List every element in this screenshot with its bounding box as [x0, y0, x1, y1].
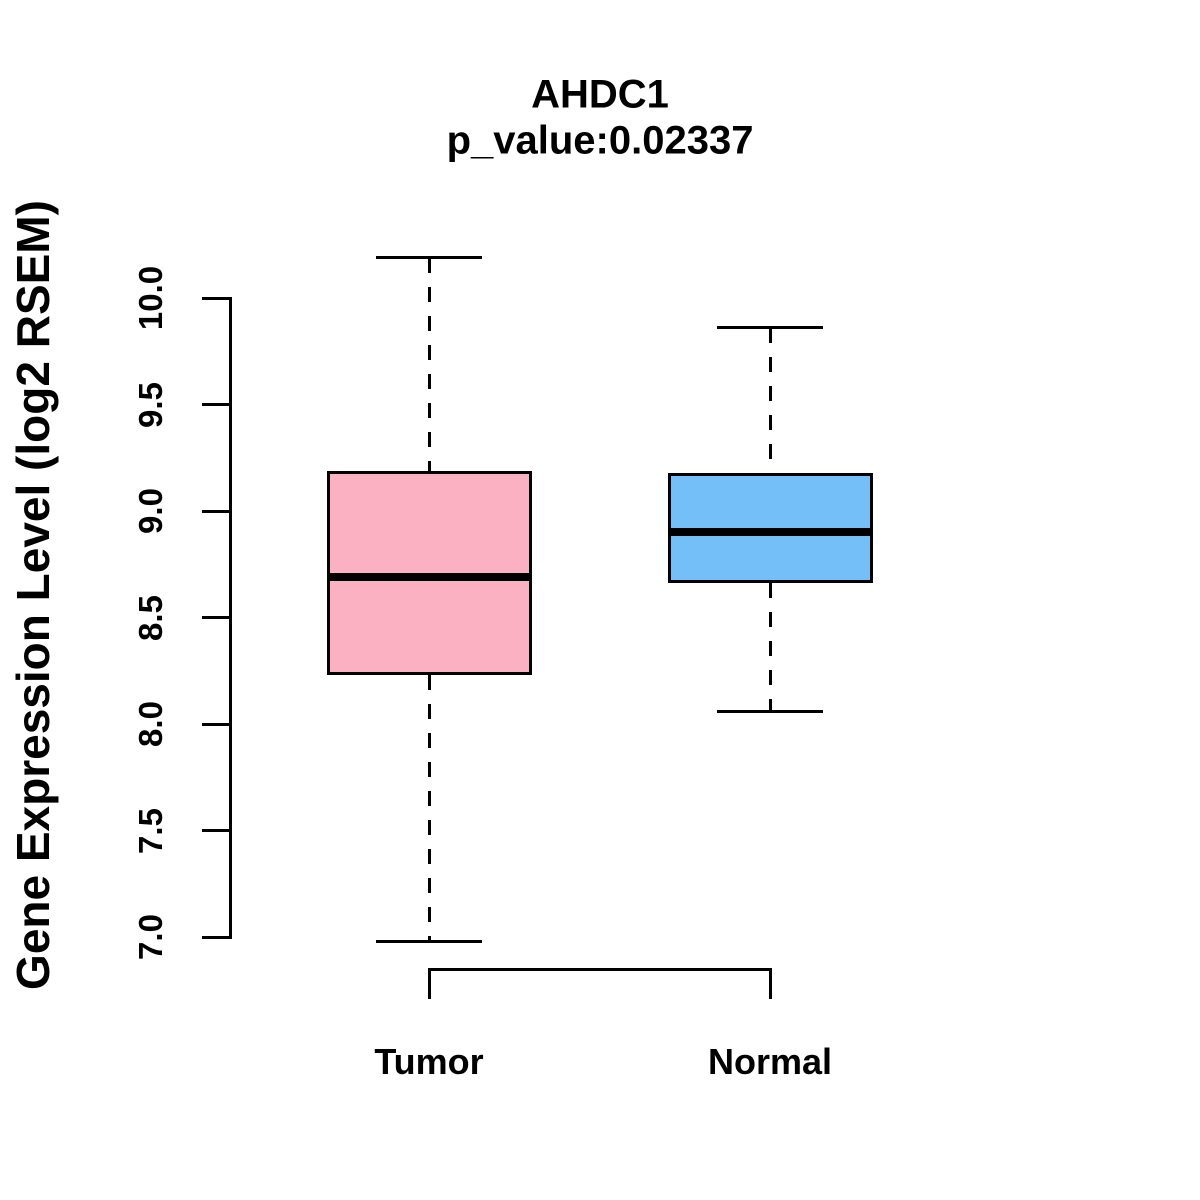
chart-title: AHDC1	[531, 72, 669, 117]
whisker-cap-lower-tumor	[376, 939, 482, 943]
y-axis-tick	[202, 616, 230, 619]
whisker-upper-tumor	[427, 257, 431, 471]
whisker-cap-upper-tumor	[376, 256, 482, 260]
whisker-lower-normal	[768, 583, 772, 712]
box-tumor	[326, 470, 532, 675]
category-label-normal: Normal	[707, 1041, 833, 1082]
whisker-cap-upper-normal	[717, 326, 823, 330]
y-axis-tick-label: 8.5	[132, 594, 169, 641]
whisker-cap-lower-normal	[717, 709, 823, 713]
y-axis-tick-label: 7.0	[132, 914, 169, 960]
x-axis-tick-tumor	[427, 967, 431, 999]
y-axis-tick-label: 9.5	[132, 381, 169, 428]
median-line-tumor	[329, 573, 529, 582]
whisker-upper-normal	[768, 327, 772, 473]
y-axis-tick	[202, 935, 230, 939]
y-axis-tick	[202, 509, 230, 513]
median-line-normal	[670, 528, 870, 537]
y-axis-tick-label: 9.0	[132, 488, 169, 534]
y-axis-line	[228, 296, 232, 939]
box-normal	[667, 472, 873, 584]
category-label-tumor: Tumor	[374, 1041, 484, 1082]
whisker-lower-tumor	[427, 675, 431, 942]
x-axis-tick-normal	[768, 967, 772, 999]
chart-subtitle-pvalue: p_value:0.02337	[446, 118, 754, 163]
y-axis-tick	[202, 403, 230, 406]
y-axis-tick	[202, 722, 230, 726]
x-axis-line	[427, 967, 772, 971]
y-axis-title: Gene Expression Level (log2 RSEM)	[7, 200, 59, 990]
y-axis-tick-label: 7.5	[132, 807, 169, 854]
y-axis-tick	[202, 296, 230, 300]
y-axis-tick-label: 10.0	[132, 265, 169, 331]
y-axis-tick-label: 8.0	[132, 701, 169, 747]
y-axis-tick	[202, 829, 230, 832]
